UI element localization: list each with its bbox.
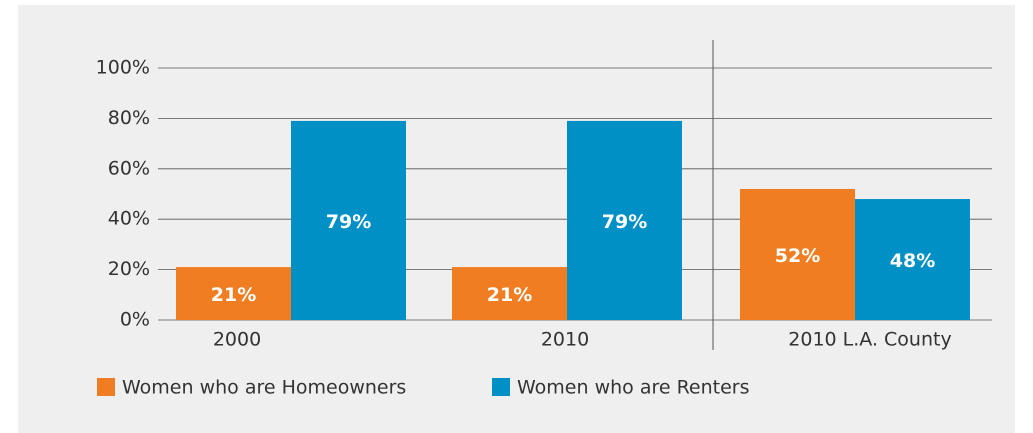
x-tick-label: 2000 <box>213 329 261 351</box>
y-tick-label: 80% <box>108 107 150 129</box>
bar <box>452 267 567 320</box>
bar <box>176 267 291 320</box>
y-tick-label: 20% <box>108 258 150 280</box>
y-tick-label: 60% <box>108 157 150 179</box>
value-label: 21% <box>487 284 532 306</box>
legend-label: Women who are Homeowners <box>122 377 406 399</box>
x-tick-label: 2010 <box>541 329 589 351</box>
bar <box>567 120 682 320</box>
legend-swatch <box>492 378 510 396</box>
legend-swatch <box>97 378 115 396</box>
value-label: 79% <box>602 211 647 233</box>
value-label: 21% <box>211 284 256 306</box>
legend-label: Women who are Renters <box>517 377 750 399</box>
y-tick-label: 100% <box>96 57 150 79</box>
y-tick-label: 40% <box>108 208 150 230</box>
x-tick-label: 2010 L.A. County <box>788 329 951 351</box>
value-label: 52% <box>775 245 820 267</box>
bar <box>855 199 970 320</box>
value-label: 48% <box>890 250 935 272</box>
bar <box>740 188 855 320</box>
y-tick-label: 0% <box>120 309 150 331</box>
value-label: 79% <box>326 211 371 233</box>
bar <box>291 120 406 320</box>
